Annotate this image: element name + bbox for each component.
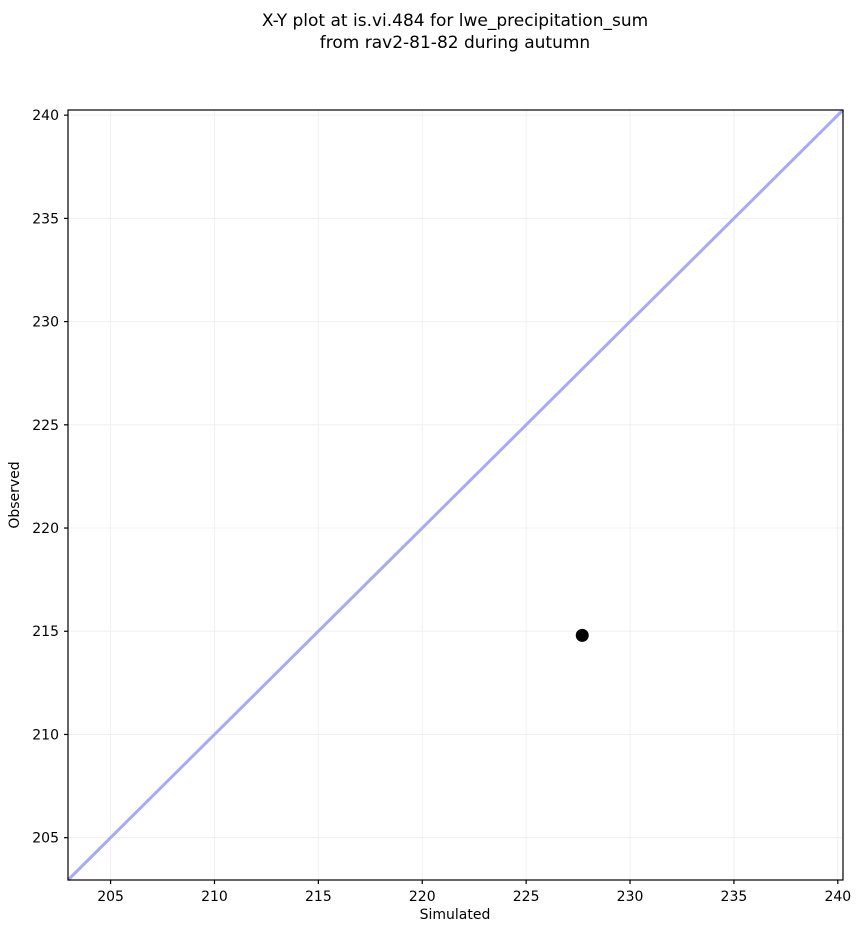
y-tick-label: 225: [32, 418, 59, 434]
x-tick-label: 230: [617, 889, 644, 905]
chart-title-line1: X-Y plot at is.vi.484 for lwe_precipitat…: [262, 11, 648, 31]
data-point: [575, 628, 589, 642]
y-tick-label: 215: [32, 624, 59, 640]
grid-layer: [68, 110, 843, 880]
y-tick-label: 205: [32, 831, 59, 847]
x-tick-label: 240: [824, 889, 851, 905]
x-tick-label: 215: [305, 889, 332, 905]
chart-title-line2: from rav2-81-82 during autumn: [320, 33, 590, 53]
y-tick-label: 220: [32, 521, 59, 537]
y-tick-label: 230: [32, 315, 59, 331]
x-axis-label: Simulated: [420, 907, 491, 923]
data-points-layer: [575, 628, 589, 642]
x-tick-label: 210: [201, 889, 228, 905]
x-tick-label: 225: [513, 889, 540, 905]
x-tick-label: 235: [721, 889, 748, 905]
plot-frame: [67, 109, 844, 881]
y-tick-label: 240: [32, 108, 59, 124]
identity-line: [66, 108, 845, 882]
identity-line-layer: [66, 108, 845, 882]
y-tick-label: 235: [32, 211, 59, 227]
tick-layer: 205 210 215 220 225 230 235 240 205 210 215 220 225 2…: [32, 108, 851, 905]
y-tick-label: 210: [32, 727, 59, 743]
y-axis-label: Observed: [7, 461, 23, 528]
x-tick-label: 205: [97, 889, 124, 905]
x-tick-label: 220: [409, 889, 436, 905]
